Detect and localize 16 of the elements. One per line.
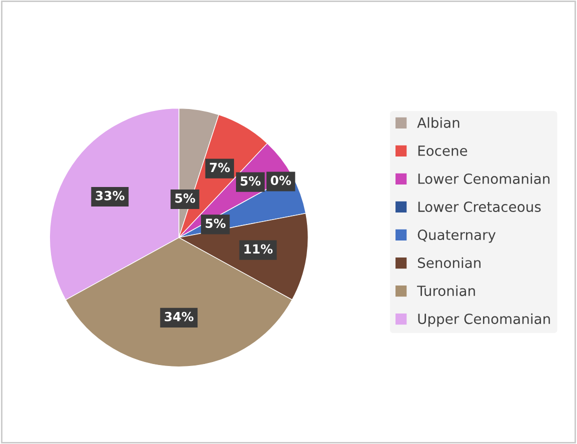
data-label: 7%: [210, 162, 230, 172]
data-label: 34%: [164, 312, 194, 322]
data-label: 5%: [206, 218, 226, 228]
legend-label: Quaternary: [418, 230, 496, 243]
data-label: 33%: [96, 190, 124, 200]
legend-label: Albian: [417, 117, 460, 128]
legend-label: Lower Cretaceous: [418, 202, 541, 212]
legend-label: Upper Cenomanian: [418, 313, 550, 327]
data-label: 5%: [240, 176, 261, 186]
legend-label: Lower Cenomanian: [418, 173, 550, 184]
data-label: 5%: [175, 193, 196, 203]
data-label: 11%: [244, 244, 273, 254]
text: 0%: [270, 176, 292, 186]
legend-label: Turonian: [416, 285, 475, 296]
legend-label: Eocene: [418, 146, 468, 156]
legend-label: Senonian: [418, 257, 480, 268]
